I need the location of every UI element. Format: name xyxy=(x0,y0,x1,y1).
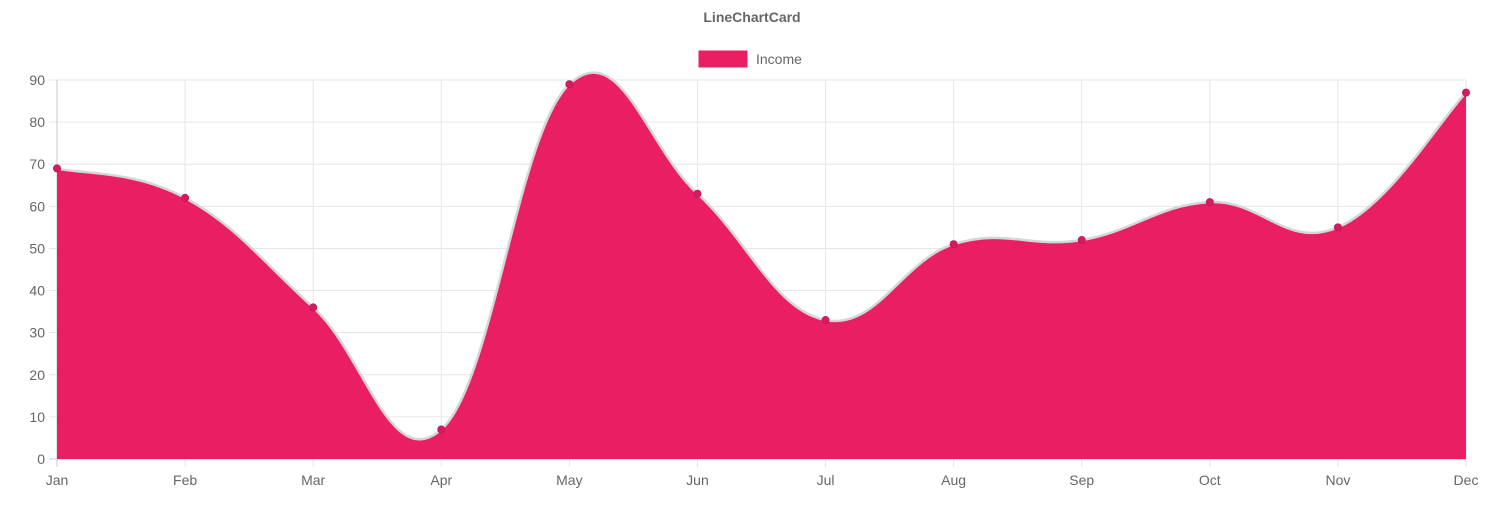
data-point-aug[interactable] xyxy=(949,240,958,249)
series-income xyxy=(53,71,1470,460)
y-tick-label: 0 xyxy=(37,451,45,467)
x-tick-label: Jul xyxy=(817,472,835,488)
data-point-mar[interactable] xyxy=(309,303,318,312)
data-point-dec[interactable] xyxy=(1462,88,1470,97)
x-tick-label: May xyxy=(556,472,582,488)
data-point-nov[interactable] xyxy=(1333,223,1342,232)
data-point-jan[interactable] xyxy=(53,164,61,173)
legend[interactable]: Income xyxy=(697,49,802,69)
y-tick-label: 70 xyxy=(29,156,45,172)
y-tick-label: 90 xyxy=(29,72,45,88)
y-tick-label: 20 xyxy=(29,367,45,383)
data-point-feb[interactable] xyxy=(181,193,190,202)
data-point-oct[interactable] xyxy=(1205,198,1214,207)
x-tick-label: Sep xyxy=(1069,472,1094,488)
data-point-jun[interactable] xyxy=(693,189,702,198)
legend-label-income[interactable]: Income xyxy=(756,51,802,67)
x-tick-label: Oct xyxy=(1199,472,1221,488)
data-point-may[interactable] xyxy=(565,80,574,89)
x-tick-label: Mar xyxy=(301,472,325,488)
x-tick-label: Nov xyxy=(1325,472,1350,488)
income-area-fill xyxy=(57,72,1466,460)
x-axis: Jan Feb Mar Apr May Jun Jul Aug Sep Oct Nov Dec xyxy=(46,472,1479,488)
data-point-sep[interactable] xyxy=(1077,236,1086,245)
y-tick-label: 10 xyxy=(29,409,45,425)
x-tick-label: Aug xyxy=(941,472,966,488)
chart-title: LineChartCard xyxy=(703,9,800,25)
legend-swatch-income[interactable] xyxy=(697,49,749,69)
data-point-apr[interactable] xyxy=(437,425,446,434)
y-tick-label: 30 xyxy=(29,325,45,341)
y-tick-label: 60 xyxy=(29,198,45,214)
data-point-jul[interactable] xyxy=(821,316,830,325)
y-tick-label: 50 xyxy=(29,240,45,256)
y-axis: 0 10 20 30 40 50 60 70 80 90 xyxy=(29,72,45,467)
x-tick-label: Jan xyxy=(46,472,69,488)
x-tick-label: Feb xyxy=(173,472,197,488)
y-tick-label: 80 xyxy=(29,114,45,130)
x-tick-label: Dec xyxy=(1454,472,1479,488)
x-tick-label: Jun xyxy=(686,472,709,488)
x-tick-label: Apr xyxy=(430,472,452,488)
y-tick-label: 40 xyxy=(29,283,45,299)
